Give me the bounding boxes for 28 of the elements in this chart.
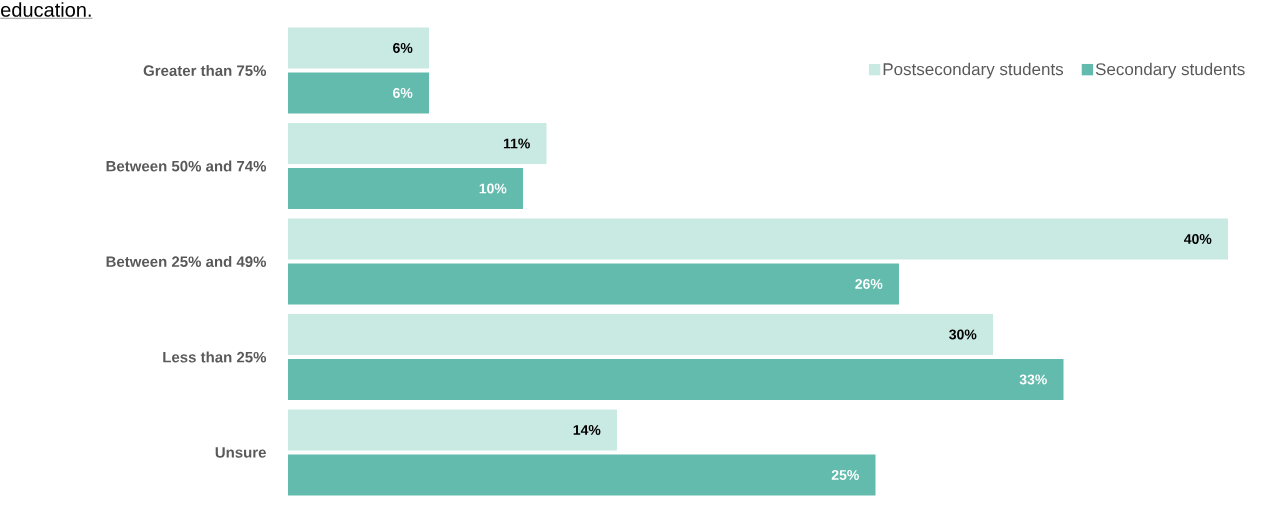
y-tick-label: Unsure bbox=[215, 447, 266, 458]
bar bbox=[288, 72, 430, 114]
y-tick-label: Less than 25% bbox=[163, 351, 267, 363]
data-label: 14% bbox=[573, 425, 601, 435]
bar bbox=[288, 409, 618, 451]
y-tick-label: Between 50% and 74% bbox=[106, 160, 267, 172]
bar bbox=[288, 218, 1228, 260]
bar bbox=[288, 358, 1064, 400]
data-label: 26% bbox=[855, 279, 883, 289]
data-label: 11% bbox=[503, 138, 530, 149]
bar bbox=[288, 122, 547, 164]
bar bbox=[288, 167, 524, 209]
data-label: 6% bbox=[393, 88, 413, 98]
legend-label: Postsecondary students bbox=[883, 62, 1064, 79]
legend-label: Secondary students bbox=[1095, 62, 1245, 79]
data-label: 33% bbox=[1019, 374, 1047, 385]
bar bbox=[288, 27, 430, 69]
data-label: 10% bbox=[479, 183, 507, 194]
bar bbox=[288, 313, 993, 355]
data-label: 6% bbox=[393, 43, 413, 53]
bar bbox=[288, 454, 876, 496]
data-label: 40% bbox=[1183, 234, 1212, 244]
text: education. bbox=[1, 2, 91, 17]
bar bbox=[288, 263, 899, 305]
data-label: 30% bbox=[949, 329, 977, 340]
y-tick-label: Greater than 75% bbox=[143, 64, 267, 76]
data-label: 25% bbox=[831, 470, 859, 480]
y-tick-label: Between 25% and 49% bbox=[106, 255, 267, 267]
